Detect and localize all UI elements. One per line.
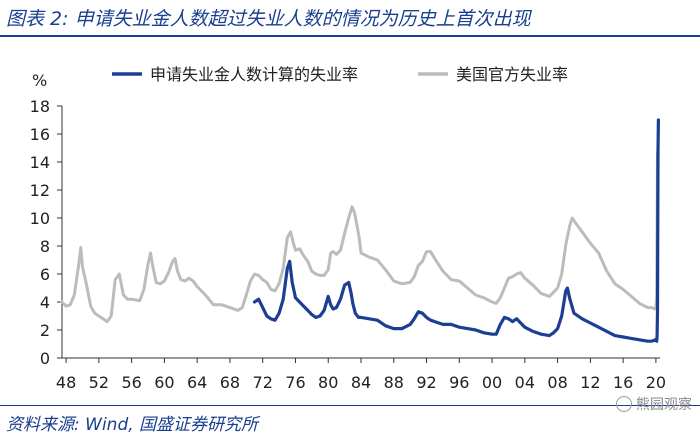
y-tick-label: 8 [40,237,50,256]
x-tick-label: 76 [285,373,305,392]
y-tick-label: 4 [40,293,50,312]
title-divider [0,35,700,37]
legend-label-0: 申请失业金人数计算的失业率 [150,65,358,84]
x-tick-label: 92 [416,373,436,392]
y-tick-label: 2 [40,321,50,340]
source-note: 资料来源: Wind, 国盛证券研究所 [6,415,259,435]
y-tick-label: 6 [40,265,50,284]
x-tick-label: 00 [482,373,502,392]
x-tick-label: 48 [56,373,76,392]
y-tick-label: 14 [30,153,50,172]
x-tick-label: 08 [547,373,567,392]
y-axis-label: % [32,71,47,90]
x-tick-label: 16 [613,373,633,392]
x-tick-label: 52 [89,373,109,392]
wechat-icon [616,396,632,412]
x-tick-label: 96 [449,373,469,392]
x-tick-label: 72 [253,373,273,392]
chart-title: 图表 2: 申请失业金人数超过失业人数的情况为历史上首次出现 [6,8,531,30]
y-tick-label: 0 [40,349,50,368]
x-tick-label: 56 [121,373,141,392]
x-tick-label: 04 [515,373,535,392]
watermark: 熊园观察 [616,394,692,414]
y-tick-label: 16 [30,125,50,144]
x-tick-label: 80 [318,373,338,392]
x-tick-label: 88 [384,373,404,392]
x-tick-label: 60 [154,373,174,392]
x-tick-label: 12 [580,373,600,392]
x-tick-label: 20 [646,373,666,392]
watermark-text: 熊园观察 [636,397,692,413]
claims-unemployment-rate-line [252,118,661,343]
y-tick-label: 12 [30,181,50,200]
y-tick-label: 18 [30,97,50,116]
x-tick-label: 68 [220,373,240,392]
legend: 申请失业金人数计算的失业率 美国官方失业率 [112,65,568,84]
series-lines [60,118,661,343]
y-tick-label: 10 [30,209,50,228]
source-divider [0,405,700,406]
official-unemployment-rate-line [60,150,660,324]
legend-label-1: 美国官方失业率 [456,65,568,84]
x-tick-label: 84 [351,373,371,392]
x-tick-label: 64 [187,373,207,392]
